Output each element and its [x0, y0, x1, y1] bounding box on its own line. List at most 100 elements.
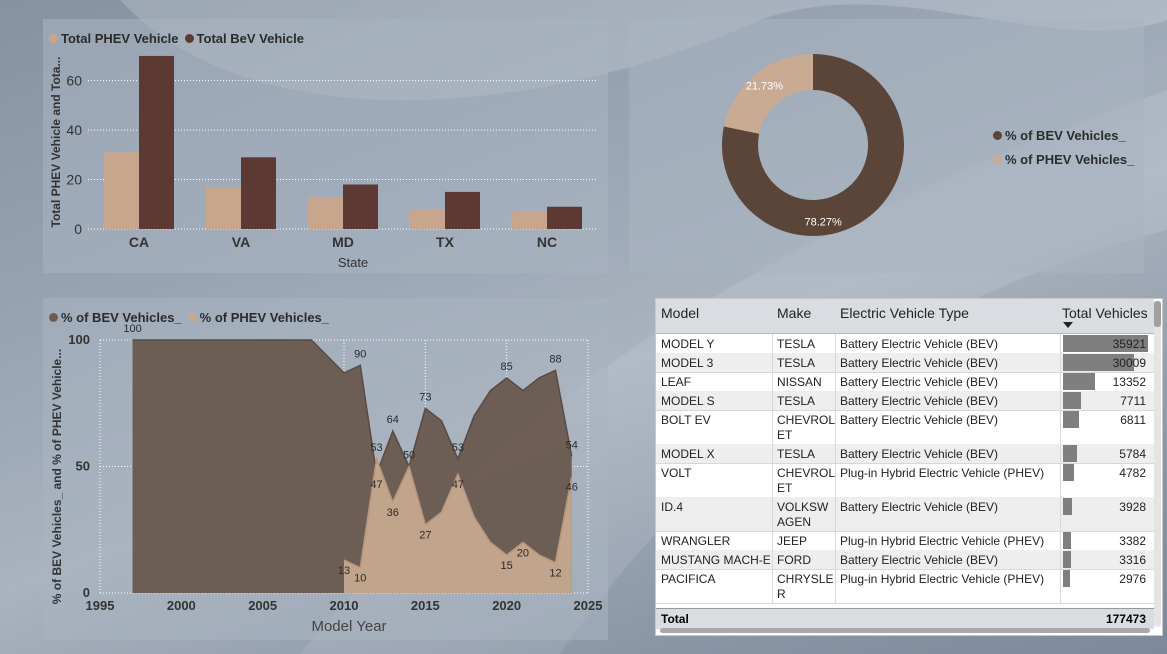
bar-NC-bev[interactable] [547, 206, 582, 229]
table-row[interactable]: MODEL X TESLA Battery Electric Vehicle (BE… [656, 444, 1154, 464]
bar-CA-phev[interactable] [104, 152, 139, 229]
cell-ev-type: Battery Electric Vehicle (BEV) [840, 553, 999, 567]
column-divider [835, 353, 836, 372]
table-row[interactable]: WRANGLER JEEP Plug-in Hybrid Electric Vehi… [656, 531, 1154, 551]
bar-MD-phev[interactable] [308, 196, 343, 229]
table-row[interactable]: BOLT EV CHEVROL ET Battery Electric Vehicl… [656, 410, 1154, 445]
bar-xtick-label: MD [332, 234, 354, 250]
data-bar [1063, 373, 1095, 390]
cell-model: PACIFICA [661, 572, 716, 586]
column-divider [1060, 497, 1061, 531]
table-row[interactable]: MODEL Y TESLA Battery Electric Vehicle (BE… [656, 334, 1154, 354]
data-bar [1063, 464, 1074, 481]
donut-legend-phev[interactable]: % of PHEV Vehicles_ [993, 152, 1134, 167]
table-row[interactable]: VOLT CHEVROL ET Plug-in Hybrid Electric Ve… [656, 463, 1154, 498]
area-y-axis-title: % of BEV Vehicles_ and % of PHEV Vehicle… [50, 349, 64, 604]
bar-xtick-label: TX [436, 234, 455, 250]
column-divider [772, 444, 773, 463]
bar-CA-bev[interactable] [139, 55, 174, 229]
bar-NC-phev[interactable] [512, 211, 547, 229]
cell-model: LEAF [661, 375, 692, 389]
bar-TX-bev[interactable] [445, 191, 480, 229]
cell-total-vehicles: 7711 [1120, 394, 1146, 408]
bar-VA-phev[interactable] [206, 186, 241, 229]
cell-total-vehicles: 4782 [1119, 466, 1146, 480]
donut-slice-phev[interactable] [723, 54, 813, 134]
cell-model: MODEL 3 [661, 356, 714, 370]
area-series-phev[interactable] [344, 458, 572, 593]
scrollbar-thumb[interactable] [1154, 301, 1161, 327]
donut-chart: 78.27% 21.73% [722, 54, 904, 236]
column-divider [1060, 569, 1061, 603]
cell-ev-type: Plug-in Hybrid Electric Vehicle (PHEV) [840, 572, 1045, 586]
legend-item-phev[interactable]: % of PHEV Vehicles_ [187, 310, 329, 325]
cell-make: CHEVROL ET [777, 413, 836, 442]
donut-legend-bev[interactable]: % of BEV Vehicles_ [993, 128, 1126, 143]
legend-item-bev[interactable]: Total BeV Vehicle [184, 31, 304, 46]
data-bar [1063, 335, 1148, 352]
column-divider [1060, 410, 1061, 444]
cell-make: FORD [777, 553, 811, 567]
legend-label: % of BEV Vehicles_ [1005, 128, 1126, 143]
area-data-label: 64 [387, 414, 399, 426]
sort-desc-icon[interactable] [1063, 322, 1073, 328]
header-total-vehicles[interactable]: Total Vehicles [1062, 305, 1148, 321]
bar-xtick-label: CA [129, 234, 149, 250]
bar-TX-phev[interactable] [410, 209, 445, 229]
table-row[interactable]: PACIFICA CHRYSLE R Plug-in Hybrid Electric… [656, 569, 1154, 604]
table-row[interactable]: MODEL S TESLA Battery Electric Vehicle (BE… [656, 391, 1154, 411]
bar-ytick-label: 40 [66, 122, 82, 138]
cell-ev-type: Battery Electric Vehicle (BEV) [840, 447, 999, 461]
legend-label: % of PHEV Vehicles_ [1005, 152, 1135, 167]
cell-make: CHRYSLE R [777, 572, 834, 601]
bar-VA-bev[interactable] [241, 157, 276, 229]
vertical-scrollbar[interactable] [1154, 301, 1161, 627]
column-divider [1060, 334, 1061, 353]
cell-ev-type: Plug-in Hybrid Electric Vehicle (PHEV) [840, 466, 1045, 480]
column-divider [1060, 372, 1061, 391]
total-value: 177473 [1105, 612, 1146, 626]
data-bar [1063, 354, 1134, 371]
column-divider [835, 569, 836, 603]
table-row[interactable]: MODEL 3 TESLA Battery Electric Vehicle (BE… [656, 353, 1154, 373]
donut-slice-bev[interactable] [722, 54, 904, 236]
total-label: Total [661, 612, 689, 626]
table-row[interactable]: LEAF NISSAN Battery Electric Vehicle (BEV)… [656, 372, 1154, 392]
header-make[interactable]: Make [777, 305, 812, 321]
area-data-label: 73 [419, 391, 431, 403]
table-row[interactable]: ID.4 VOLKSW AGEN Battery Electric Vehicle … [656, 497, 1154, 532]
area-data-label: 53 [370, 442, 382, 454]
legend-item-bev[interactable]: % of BEV Vehicles_ [49, 310, 182, 325]
area-xtick-label: 2020 [492, 598, 521, 613]
column-divider [1060, 463, 1061, 497]
legend-item-phev[interactable]: Total PHEV Vehicle [49, 31, 179, 46]
horizontal-scrollbar[interactable] [660, 628, 1150, 633]
area-xtick-label: 2005 [248, 598, 277, 613]
cell-make: TESLA [777, 447, 816, 461]
data-bar [1063, 392, 1081, 409]
legend-label: % of BEV Vehicles_ [61, 310, 182, 325]
data-bar [1063, 445, 1077, 462]
column-divider [1060, 531, 1061, 550]
cell-make: JEEP [777, 534, 808, 548]
cell-ev-type: Battery Electric Vehicle (BEV) [840, 394, 999, 408]
table-header: Model Make Electric Vehicle Type Total V… [656, 299, 1154, 334]
cell-make: CHEVROL ET [777, 466, 836, 495]
area-xtick-label: 2025 [574, 598, 603, 613]
bar-MD-bev[interactable] [343, 184, 378, 230]
bar-xtick-label: NC [537, 234, 557, 250]
legend-label: Total PHEV Vehicle [61, 31, 179, 46]
header-model[interactable]: Model [661, 305, 700, 321]
area-data-label: 12 [549, 568, 561, 580]
bar-chart: 0 20 40 60 CA VA MD TX NC State Total PHEV Vehicle… [49, 55, 598, 270]
cell-make: NISSAN [777, 375, 822, 389]
cell-make: TESLA [777, 394, 816, 408]
table-body: MODEL Y TESLA Battery Electric Vehicle (BE… [656, 334, 1154, 604]
column-divider [1060, 353, 1061, 372]
area-x-axis-title: Model Year [311, 618, 386, 635]
column-divider [772, 334, 773, 353]
table-row[interactable]: MUSTANG MACH-E FORD Battery Electric Vehic… [656, 550, 1154, 570]
column-divider [835, 391, 836, 410]
header-ev-type[interactable]: Electric Vehicle Type [840, 305, 969, 321]
area-line-phev [343, 455, 573, 569]
